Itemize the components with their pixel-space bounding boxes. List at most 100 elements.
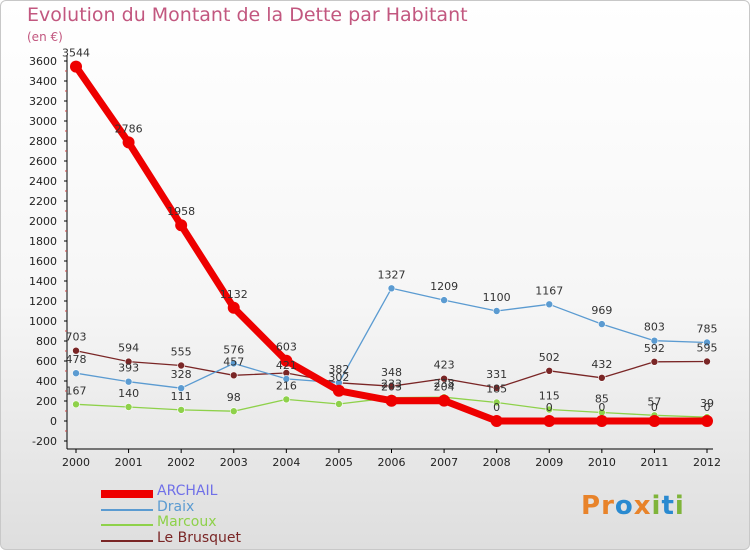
- data-label: 185: [486, 383, 507, 396]
- data-label: 393: [118, 362, 139, 375]
- data-point: [598, 320, 606, 328]
- data-point: [177, 384, 185, 393]
- data-point: [229, 407, 238, 416]
- y-tick-label: 3600: [29, 55, 57, 68]
- data-label: 423: [434, 359, 455, 372]
- data-label: 1100: [483, 291, 511, 304]
- data-label: 57: [647, 395, 661, 408]
- data-point: [280, 354, 293, 367]
- data-label: 592: [644, 342, 665, 355]
- y-tick-label: 1600: [29, 255, 57, 268]
- y-tick-label: 800: [36, 335, 57, 348]
- x-tick-label: 2005: [325, 456, 353, 469]
- data-point: [490, 415, 503, 427]
- data-point: [227, 301, 240, 314]
- data-label: 233: [381, 378, 402, 391]
- data-label: 204: [434, 381, 455, 394]
- y-tick-label: 400: [36, 375, 57, 388]
- data-point: [545, 366, 554, 375]
- logo-letter: t: [661, 491, 675, 521]
- x-tick-label: 2003: [220, 456, 248, 469]
- data-point: [124, 403, 133, 411]
- data-point: [282, 375, 291, 383]
- logo-letter: x: [633, 491, 652, 521]
- data-point: [72, 346, 80, 355]
- data-point: [385, 394, 398, 407]
- data-point: [124, 357, 133, 366]
- x-tick-label: 2007: [430, 456, 458, 469]
- x-tick-label: 2008: [483, 456, 511, 469]
- data-label: 703: [66, 331, 87, 344]
- y-tick-label: 1200: [29, 295, 57, 308]
- y-tick-label: 2200: [29, 195, 57, 208]
- data-point: [229, 371, 238, 380]
- data-label: 432: [591, 358, 612, 371]
- data-label: 603: [276, 341, 297, 354]
- y-tick-label: 200: [36, 395, 57, 408]
- data-point: [122, 136, 135, 149]
- data-point: [701, 415, 713, 427]
- legend-label: Le Brusquet: [157, 529, 242, 546]
- data-label: 785: [697, 323, 718, 336]
- data-point: [177, 361, 185, 370]
- proxiti-logo: Proxiti: [581, 491, 685, 521]
- logo-letter: i: [651, 491, 662, 521]
- data-label: 594: [118, 342, 139, 355]
- data-label: 2786: [115, 122, 143, 135]
- data-label: 595: [697, 342, 718, 355]
- data-label: 302: [328, 371, 349, 384]
- x-tick-label: 2002: [167, 456, 195, 469]
- data-point: [703, 357, 711, 366]
- data-point: [70, 60, 82, 73]
- data-label: 969: [591, 304, 612, 317]
- y-tick-label: 2400: [29, 175, 57, 188]
- x-tick-label: 2009: [535, 456, 563, 469]
- data-label: 1167: [535, 284, 563, 297]
- data-label: 0: [598, 401, 605, 414]
- data-point: [492, 307, 501, 315]
- data-label: 115: [539, 390, 560, 403]
- y-tick-label: 2800: [29, 135, 57, 148]
- data-point: [595, 415, 608, 427]
- data-label: 0: [493, 401, 500, 414]
- data-point: [648, 415, 661, 427]
- data-point: [282, 395, 291, 404]
- data-point: [332, 384, 345, 397]
- data-point: [440, 374, 448, 383]
- data-point: [543, 415, 556, 427]
- x-tick-label: 2006: [378, 456, 406, 469]
- data-point: [72, 400, 80, 409]
- legend-swatch: [101, 539, 153, 542]
- legend-label: Marcoux: [157, 514, 217, 530]
- data-point: [438, 394, 451, 407]
- data-label: 1958: [167, 205, 195, 218]
- x-tick-label: 2010: [588, 456, 616, 469]
- data-label: 555: [171, 346, 192, 359]
- data-point: [492, 384, 501, 392]
- x-tick-label: 2011: [640, 456, 668, 469]
- y-tick-label: 1800: [29, 235, 57, 248]
- data-point: [387, 382, 396, 391]
- data-point: [229, 359, 238, 368]
- data-point: [175, 219, 188, 232]
- legend-swatch: [101, 508, 153, 511]
- data-label: 478: [66, 353, 87, 366]
- data-label: 382: [328, 363, 349, 376]
- y-tick-label: 0: [50, 415, 57, 428]
- data-label: 111: [171, 390, 192, 403]
- data-label: 1327: [378, 268, 406, 281]
- data-label: 98: [227, 391, 241, 404]
- data-label: 328: [171, 368, 192, 381]
- legend-label: ARCHAIL: [157, 483, 218, 499]
- data-label: 421: [276, 359, 297, 372]
- data-label: 203: [381, 381, 402, 394]
- y-tick-label: 3200: [29, 95, 57, 108]
- chart-title: Evolution du Montant de la Dette par Hab…: [27, 4, 468, 26]
- data-point: [598, 373, 606, 382]
- data-point: [124, 377, 133, 386]
- y-tick-label: 3400: [29, 75, 57, 88]
- data-point: [650, 357, 659, 366]
- data-label: 331: [486, 368, 507, 381]
- y-tick-label: 1000: [29, 315, 57, 328]
